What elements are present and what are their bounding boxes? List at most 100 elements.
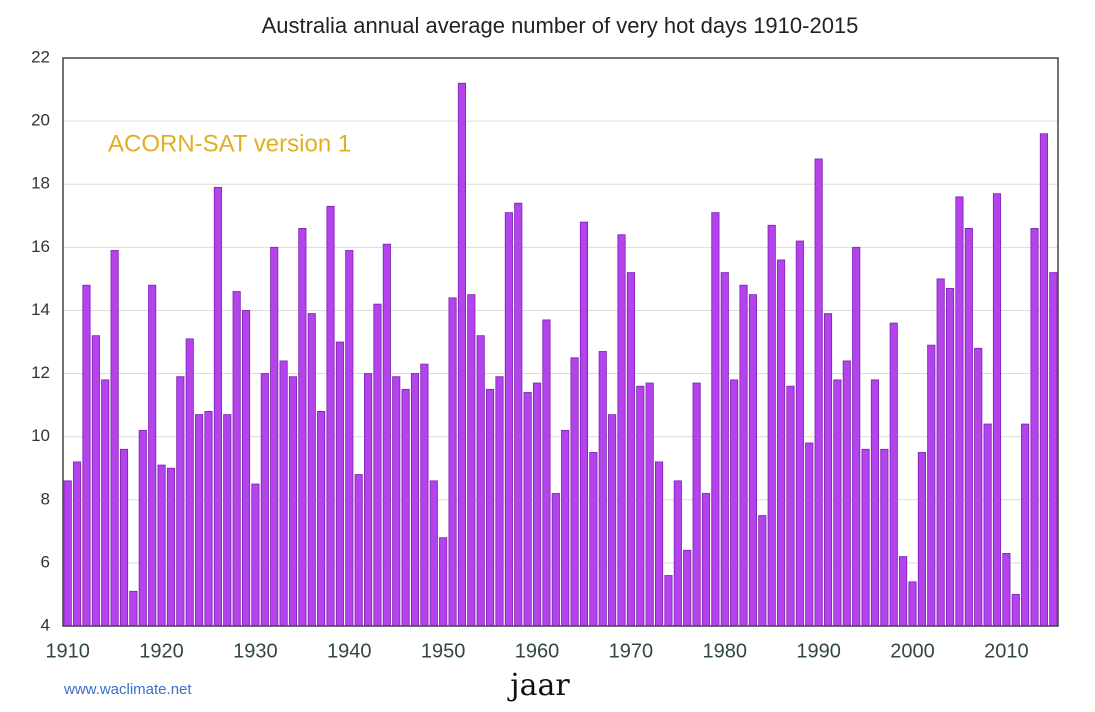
bar <box>852 246 861 627</box>
annotation: ACORN-SAT version 1 <box>108 130 351 157</box>
x-tick-label: 1990 <box>796 640 841 662</box>
bar <box>711 212 720 627</box>
chart-title: Australia annual average number of very … <box>262 13 859 38</box>
x-tick-label: 1950 <box>421 640 466 662</box>
bar <box>157 464 166 627</box>
bar <box>767 224 776 627</box>
bar <box>185 338 194 627</box>
bar <box>448 297 457 627</box>
bar <box>392 376 401 627</box>
bar <box>945 287 955 627</box>
bar <box>814 158 823 627</box>
bar <box>1021 423 1030 627</box>
x-tick-label: 2000 <box>890 640 935 662</box>
y-tick-label: 18 <box>31 174 50 193</box>
x-tick-label: 2010 <box>984 640 1029 662</box>
x-tick-label: 1980 <box>703 640 748 662</box>
bar <box>758 515 767 627</box>
bar <box>777 259 786 627</box>
bar <box>223 414 232 627</box>
bar <box>889 322 898 627</box>
bar <box>683 549 692 627</box>
bar <box>655 461 664 627</box>
bar <box>317 411 326 627</box>
bar <box>354 474 363 627</box>
y-tick-label: 10 <box>31 426 50 445</box>
y-tick-label: 22 <box>31 47 50 66</box>
bar <box>823 313 833 627</box>
bar <box>326 205 335 627</box>
bar <box>232 291 241 627</box>
bar <box>795 240 804 627</box>
x-tick-label: 1920 <box>139 640 184 662</box>
bar <box>73 461 82 627</box>
bar <box>983 423 992 627</box>
bar <box>270 246 279 627</box>
x-tick-label: 1930 <box>233 640 278 662</box>
y-tick-label: 14 <box>31 300 50 319</box>
bar <box>523 392 532 627</box>
y-tick-label: 16 <box>31 237 50 256</box>
bar <box>899 556 908 627</box>
bar <box>598 351 607 627</box>
bar <box>692 382 701 627</box>
bar <box>213 186 222 627</box>
bar <box>833 379 842 627</box>
bar <box>748 294 757 627</box>
bar <box>1039 133 1048 627</box>
bar <box>805 442 814 627</box>
bar <box>110 250 119 627</box>
bar <box>63 480 72 627</box>
bar <box>382 243 391 627</box>
bar <box>82 284 91 627</box>
bar <box>439 537 448 627</box>
bar <box>420 363 429 627</box>
bar <box>457 82 466 627</box>
bar <box>992 193 1002 627</box>
bar <box>101 379 110 627</box>
y-tick-label: 6 <box>41 552 50 571</box>
bar <box>720 272 729 627</box>
bar <box>129 590 138 627</box>
y-tick-label: 4 <box>41 615 50 634</box>
bar <box>429 480 438 627</box>
bar <box>514 202 523 627</box>
bar <box>401 388 410 627</box>
bar <box>701 493 711 627</box>
x-tick-label: 1940 <box>327 640 372 662</box>
bar <box>345 250 354 627</box>
bar <box>880 448 889 627</box>
bar <box>955 196 964 627</box>
x-tick-label: 1960 <box>515 640 560 662</box>
bar <box>467 294 476 627</box>
bar <box>166 467 176 627</box>
bar <box>91 335 100 627</box>
bar <box>307 313 316 627</box>
bar <box>542 319 551 627</box>
bar <box>204 411 213 627</box>
bar <box>570 357 579 627</box>
bar <box>532 382 542 627</box>
plot-frame <box>62 57 1059 627</box>
bar <box>1002 553 1011 627</box>
bar <box>730 379 739 627</box>
bar <box>260 373 269 627</box>
bar <box>579 221 589 627</box>
x-tick-label: 1910 <box>45 640 90 662</box>
bar <box>645 382 654 627</box>
bar <box>739 284 748 627</box>
bar <box>673 480 682 627</box>
bar <box>504 212 513 627</box>
bar <box>917 452 926 627</box>
bar <box>241 310 251 627</box>
bar <box>561 429 570 627</box>
x-tick-label: 1970 <box>609 640 654 662</box>
bar <box>861 448 870 627</box>
bar <box>119 448 129 627</box>
bar <box>495 376 504 627</box>
bar <box>476 335 485 627</box>
bar <box>364 373 373 627</box>
bar <box>148 284 157 627</box>
bar <box>626 272 635 627</box>
